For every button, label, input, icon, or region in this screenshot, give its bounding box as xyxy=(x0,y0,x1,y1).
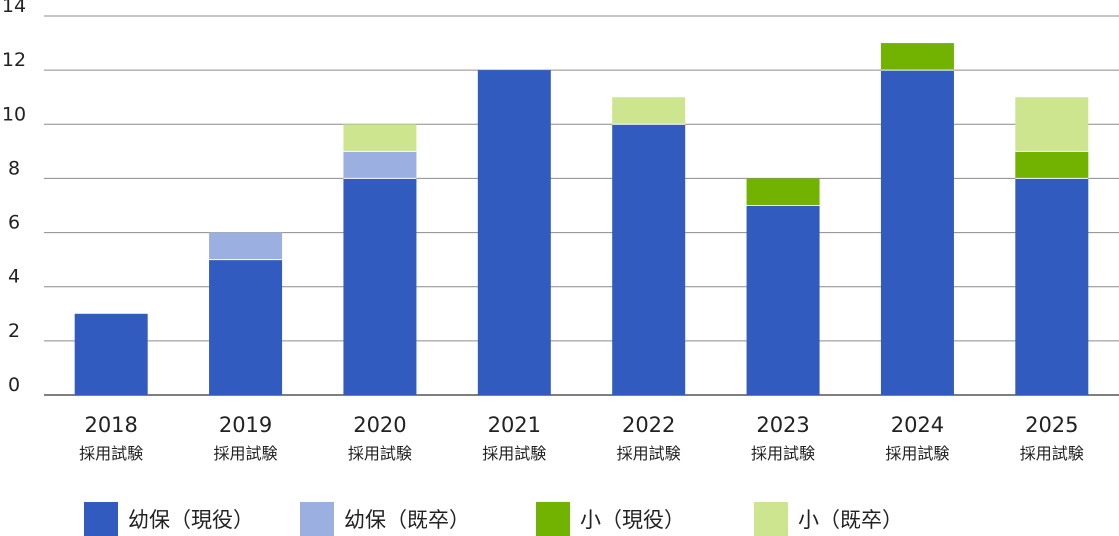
legend-swatch-3 xyxy=(754,502,788,536)
legend-label-0: 幼保（現役） xyxy=(128,508,254,532)
y-tick-label: 6 xyxy=(8,212,20,234)
bar-2025-series-0 xyxy=(1015,178,1089,395)
y-tick-label: 0 xyxy=(8,374,20,396)
x-tick-label: 2018 xyxy=(84,413,137,437)
bar-2025-series-3 xyxy=(1015,97,1089,152)
bar-2022-series-3 xyxy=(612,97,686,125)
bar-2024-series-0 xyxy=(880,70,954,396)
x-tick-label: 2019 xyxy=(219,413,272,437)
x-tick-sublabel: 採用試験 xyxy=(79,444,143,463)
x-tick-sublabel: 採用試験 xyxy=(214,444,278,463)
bar-2023-series-0 xyxy=(746,205,820,395)
bar-2021-series-0 xyxy=(477,70,551,396)
y-axis-ticks: 0 2 4 6 8 10 12 14 xyxy=(2,0,26,396)
bar-2023-series-2 xyxy=(746,178,820,206)
bar-2020-series-1 xyxy=(343,151,417,179)
legend-swatch-0 xyxy=(84,502,118,536)
legend-label-2: 小（現役） xyxy=(580,508,685,532)
bar-2020-series-0 xyxy=(343,178,417,395)
y-tick-label: 2 xyxy=(8,320,20,342)
bar-2018-series-0 xyxy=(74,313,148,395)
legend-item-3: 小（既卒） xyxy=(754,502,903,536)
x-tick-sublabel: 採用試験 xyxy=(617,444,681,463)
bar-2024-series-2 xyxy=(880,43,954,71)
y-tick-label: 8 xyxy=(8,157,20,179)
legend-swatch-2 xyxy=(536,502,570,536)
bar-2022-series-0 xyxy=(612,124,686,396)
x-tick-label: 2023 xyxy=(756,413,809,437)
x-tick-sublabel: 採用試験 xyxy=(482,444,546,463)
legend-label-3: 小（既卒） xyxy=(798,508,903,532)
x-tick-sublabel: 採用試験 xyxy=(885,444,949,463)
legend: 幼保（現役） 幼保（既卒） 小（現役） 小（既卒） xyxy=(84,502,984,536)
grid-lines xyxy=(44,15,1119,396)
x-tick-label: 2020 xyxy=(353,413,406,437)
bars xyxy=(74,43,1089,396)
y-tick-label: 12 xyxy=(2,49,26,71)
legend-item-2: 小（現役） xyxy=(536,502,685,536)
bar-2019-series-1 xyxy=(209,232,283,260)
x-tick-label: 2021 xyxy=(488,413,541,437)
legend-item-0: 幼保（現役） xyxy=(84,502,254,536)
x-axis-labels: 2018 採用試験 2019 採用試験 2020 採用試験 2021 採用試験 2022 採用試験… xyxy=(79,413,1084,463)
legend-label-1: 幼保（既卒） xyxy=(344,508,470,532)
bar-2019-series-0 xyxy=(209,259,283,395)
legend-item-1: 幼保（既卒） xyxy=(300,502,470,536)
legend-swatch-1 xyxy=(300,502,334,536)
y-tick-label: 4 xyxy=(8,266,20,288)
bar-2020-series-3 xyxy=(343,124,417,152)
bar-2025-series-2 xyxy=(1015,151,1089,179)
x-tick-sublabel: 採用試験 xyxy=(1020,444,1084,463)
x-tick-sublabel: 採用試験 xyxy=(751,444,815,463)
x-tick-label: 2022 xyxy=(622,413,675,437)
x-tick-label: 2024 xyxy=(891,413,944,437)
stacked-bar-chart: 0 2 4 6 8 10 12 14 2018 採用試験 2019 採用試験 2020 採用試験 2021… xyxy=(2,0,1119,463)
x-tick-label: 2025 xyxy=(1025,413,1078,437)
y-tick-label: 10 xyxy=(2,103,26,125)
x-tick-sublabel: 採用試験 xyxy=(348,444,412,463)
y-tick-label: 14 xyxy=(2,0,26,17)
